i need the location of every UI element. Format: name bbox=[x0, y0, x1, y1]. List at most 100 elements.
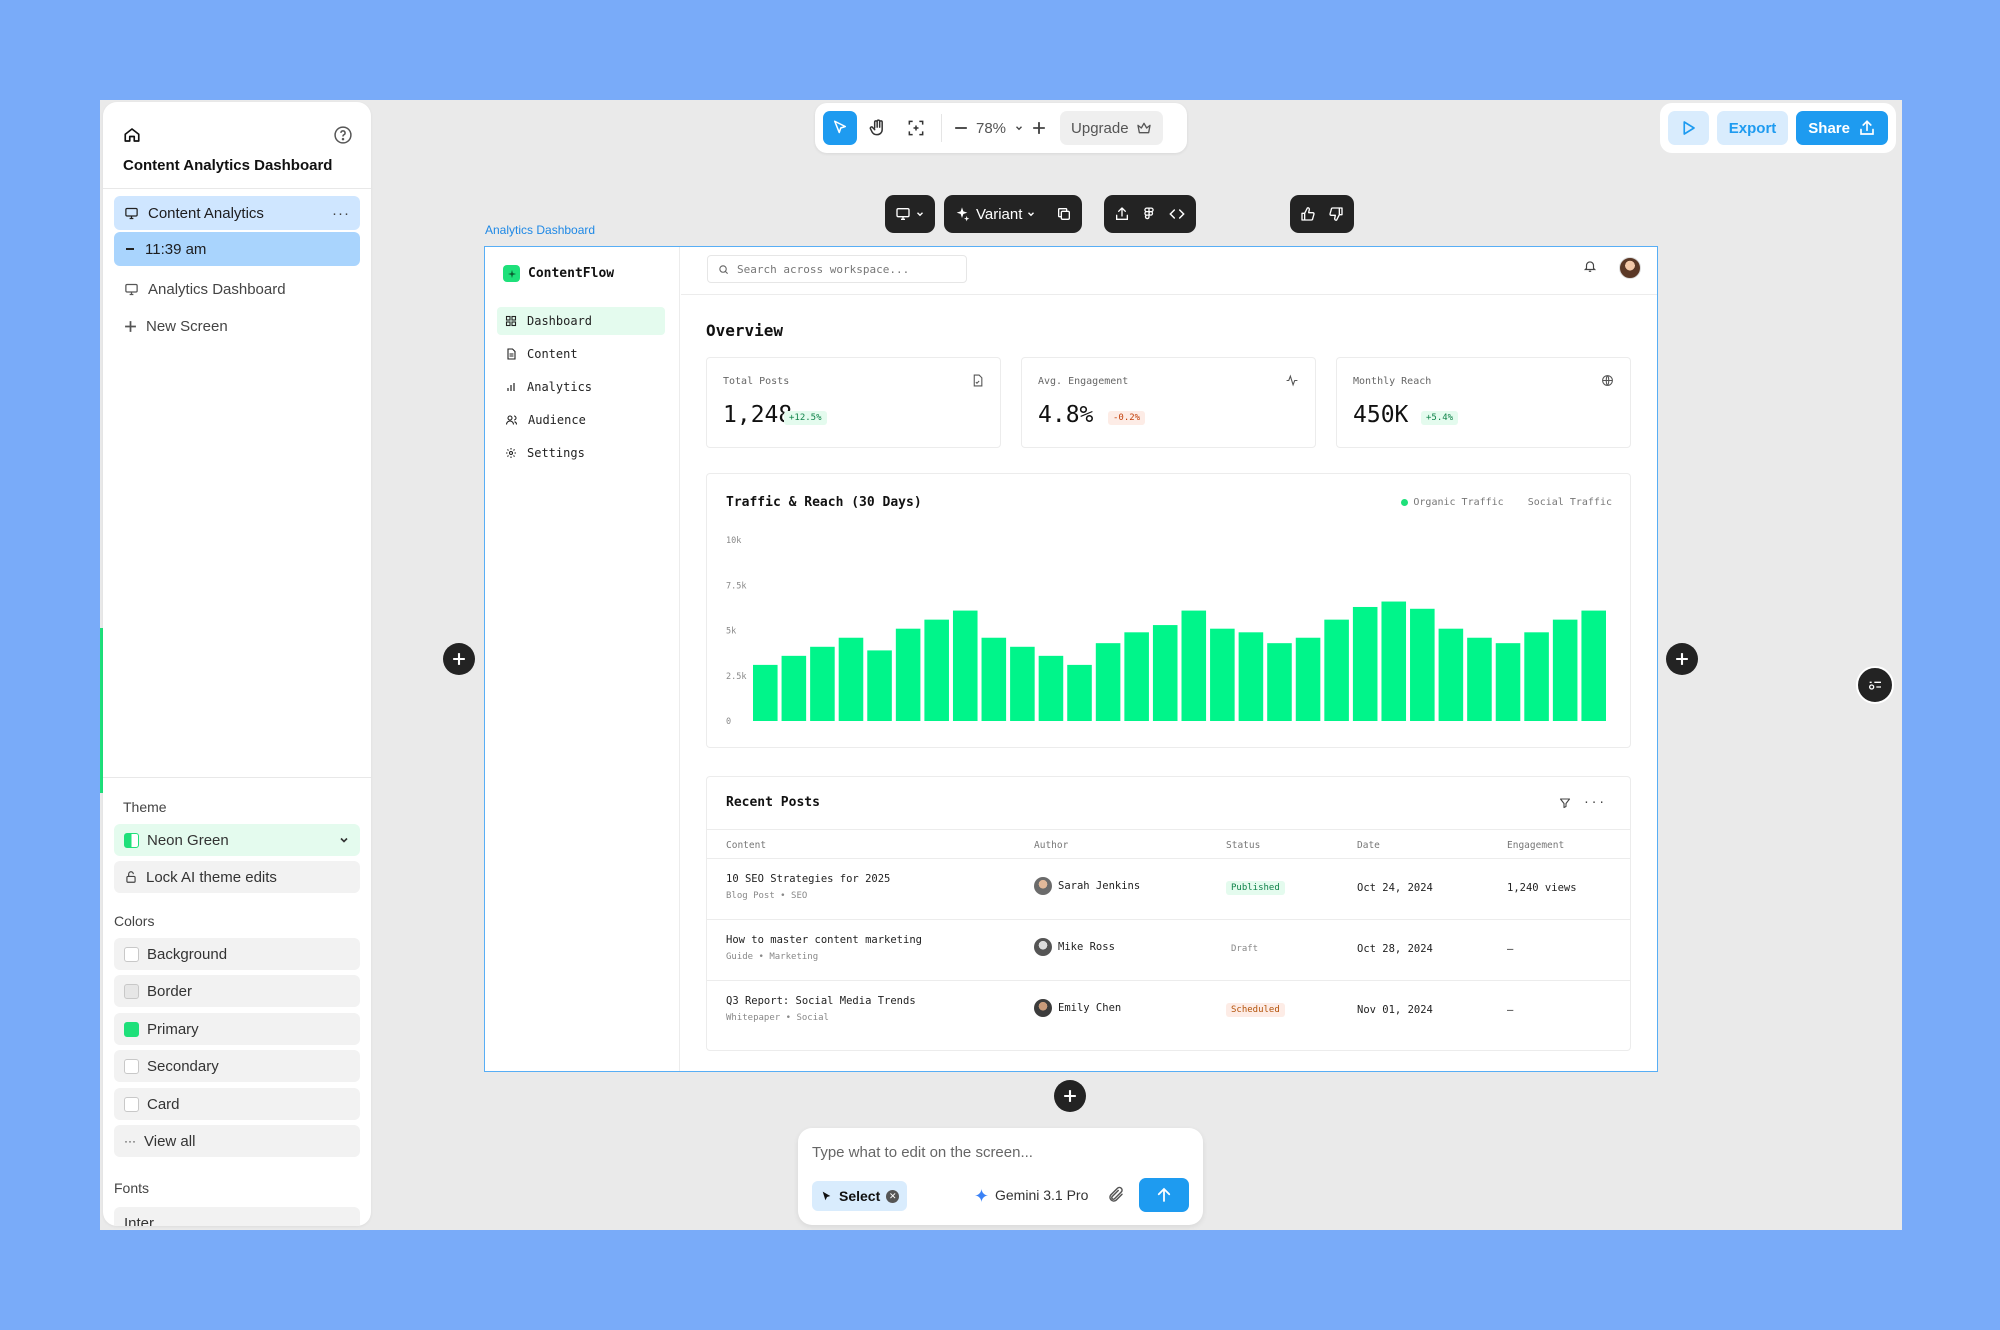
model-selector[interactable]: Gemini 3.1 Pro bbox=[974, 1187, 1088, 1203]
prompt-input[interactable]: Type what to edit on the screen... bbox=[812, 1144, 1033, 1161]
chart-bar[interactable] bbox=[1524, 632, 1549, 721]
chart-bar[interactable] bbox=[1324, 619, 1349, 721]
chart-bar[interactable] bbox=[1181, 610, 1207, 721]
fit-screen-button[interactable] bbox=[899, 111, 933, 145]
nav-item-content[interactable]: Content bbox=[497, 340, 665, 368]
column-header[interactable]: Engagement bbox=[1507, 840, 1565, 851]
post-title[interactable]: How to master content marketing bbox=[726, 934, 922, 946]
nav-item-settings[interactable]: Settings bbox=[497, 439, 665, 467]
chart-bar[interactable] bbox=[1210, 628, 1235, 721]
thumbs-up-icon[interactable] bbox=[1300, 206, 1316, 222]
legend-item-organic[interactable]: Organic Traffic bbox=[1401, 497, 1504, 508]
upgrade-button[interactable]: Upgrade bbox=[1060, 111, 1163, 145]
theme-select[interactable]: Neon Green bbox=[114, 824, 360, 856]
chart-bar[interactable] bbox=[838, 637, 864, 721]
export-button[interactable]: Export bbox=[1716, 111, 1789, 145]
chart-bar[interactable] bbox=[1352, 606, 1378, 721]
chart-bar[interactable] bbox=[895, 628, 921, 721]
table-row[interactable]: Q3 Report: Social Media Trends Whitepape… bbox=[707, 981, 1630, 1042]
chart-bar[interactable] bbox=[1410, 608, 1435, 721]
zoom-level[interactable]: 78% bbox=[976, 119, 1007, 137]
table-row[interactable]: How to master content marketing Guide • … bbox=[707, 920, 1630, 981]
nav-item-dashboard[interactable]: Dashboard bbox=[497, 307, 665, 335]
device-selector[interactable] bbox=[885, 195, 935, 233]
home-icon[interactable] bbox=[123, 126, 141, 144]
new-screen-button[interactable]: New Screen bbox=[114, 309, 360, 343]
color-row-card[interactable]: Card bbox=[114, 1088, 360, 1120]
chart-bar[interactable] bbox=[1067, 664, 1092, 721]
frame-label[interactable]: Analytics Dashboard bbox=[485, 223, 596, 237]
add-screen-left-button[interactable] bbox=[443, 643, 475, 675]
toggle-panel-button[interactable] bbox=[1856, 666, 1894, 704]
close-icon[interactable]: ✕ bbox=[886, 1189, 900, 1203]
help-icon[interactable] bbox=[333, 125, 353, 145]
chart-bar[interactable] bbox=[952, 610, 978, 721]
post-title[interactable]: Q3 Report: Social Media Trends bbox=[726, 995, 916, 1007]
nav-item-audience[interactable]: Audience bbox=[497, 406, 665, 434]
more-icon[interactable]: ··· bbox=[1583, 796, 1606, 809]
bell-icon[interactable] bbox=[1583, 259, 1597, 273]
chart-bar[interactable] bbox=[1295, 637, 1321, 721]
send-button[interactable] bbox=[1139, 1178, 1189, 1212]
font-select[interactable]: Inter bbox=[114, 1207, 360, 1226]
legend-item-social[interactable]: Social Traffic bbox=[1528, 497, 1612, 508]
nav-item-analytics[interactable]: Analytics bbox=[497, 373, 665, 401]
chart-bar[interactable] bbox=[1581, 610, 1607, 721]
chevron-down-icon[interactable] bbox=[1014, 123, 1024, 133]
chart-bar[interactable] bbox=[1552, 619, 1578, 721]
chart-bar[interactable] bbox=[810, 646, 835, 721]
share-button[interactable]: Share bbox=[1796, 111, 1888, 145]
chart-bar[interactable] bbox=[1495, 643, 1521, 721]
post-title[interactable]: 10 SEO Strategies for 2025 bbox=[726, 873, 891, 885]
chart-bar[interactable] bbox=[1152, 625, 1178, 721]
thumbs-down-icon[interactable] bbox=[1328, 206, 1344, 222]
screen-item-analytics-dashboard[interactable]: Analytics Dashboard bbox=[114, 272, 360, 306]
chart-bar[interactable] bbox=[753, 664, 778, 721]
chart-bar[interactable] bbox=[1467, 637, 1492, 721]
code-icon[interactable] bbox=[1168, 206, 1186, 222]
column-header[interactable]: Content bbox=[726, 840, 767, 851]
column-header[interactable]: Date bbox=[1357, 840, 1380, 851]
figma-icon[interactable] bbox=[1142, 206, 1156, 222]
select-tool-button[interactable] bbox=[823, 111, 857, 145]
chart-bar[interactable] bbox=[1438, 628, 1464, 721]
color-row-background[interactable]: Background bbox=[114, 938, 360, 970]
more-icon[interactable]: ··· bbox=[332, 204, 350, 222]
screen-frame[interactable]: ContentFlow Dashboard Content Analytics … bbox=[484, 246, 1658, 1072]
color-row-border[interactable]: Border bbox=[114, 975, 360, 1007]
table-row[interactable]: 10 SEO Strategies for 2025 Blog Post • S… bbox=[707, 859, 1630, 920]
column-header[interactable]: Author bbox=[1034, 840, 1069, 851]
chart-bar[interactable] bbox=[1038, 655, 1064, 721]
hand-tool-button[interactable] bbox=[861, 111, 895, 145]
variant-menu[interactable]: Variant bbox=[944, 195, 1083, 233]
chart-bar[interactable] bbox=[867, 650, 892, 721]
chart-bar[interactable] bbox=[1381, 601, 1407, 721]
color-row-secondary[interactable]: Secondary bbox=[114, 1050, 360, 1082]
screen-version-item[interactable]: 11:39 am bbox=[114, 232, 360, 266]
workspace-search-input[interactable]: Search across workspace... bbox=[707, 255, 967, 283]
zoom-in-icon[interactable] bbox=[1032, 121, 1046, 135]
chart-bar[interactable] bbox=[1238, 632, 1264, 721]
user-avatar[interactable] bbox=[1619, 257, 1641, 279]
upload-icon[interactable] bbox=[1114, 206, 1130, 222]
lock-ai-theme-toggle[interactable]: Lock AI theme edits bbox=[114, 861, 360, 893]
column-header[interactable]: Status bbox=[1226, 840, 1261, 851]
chart-bar[interactable] bbox=[1010, 646, 1035, 721]
chart-bar[interactable] bbox=[924, 619, 949, 721]
add-screen-below-button[interactable] bbox=[1054, 1080, 1086, 1112]
chart-bar[interactable] bbox=[1095, 643, 1121, 721]
filter-icon[interactable] bbox=[1559, 797, 1571, 809]
chart-bar[interactable] bbox=[781, 655, 807, 721]
paperclip-icon[interactable] bbox=[1107, 1186, 1125, 1204]
view-all-colors-button[interactable]: ··· View all bbox=[114, 1125, 360, 1157]
select-mode-chip[interactable]: Select ✕ bbox=[812, 1181, 908, 1211]
chart-bar[interactable] bbox=[1267, 643, 1292, 721]
chart-bar[interactable] bbox=[981, 637, 1007, 721]
preview-button[interactable] bbox=[1668, 111, 1709, 145]
screen-item-content-analytics[interactable]: Content Analytics ··· bbox=[114, 196, 360, 230]
chart-bar[interactable] bbox=[1124, 632, 1149, 721]
color-row-primary[interactable]: Primary bbox=[114, 1013, 360, 1045]
zoom-out-icon[interactable] bbox=[954, 121, 968, 135]
add-screen-right-button[interactable] bbox=[1666, 643, 1698, 675]
duplicate-icon[interactable] bbox=[1056, 206, 1072, 222]
